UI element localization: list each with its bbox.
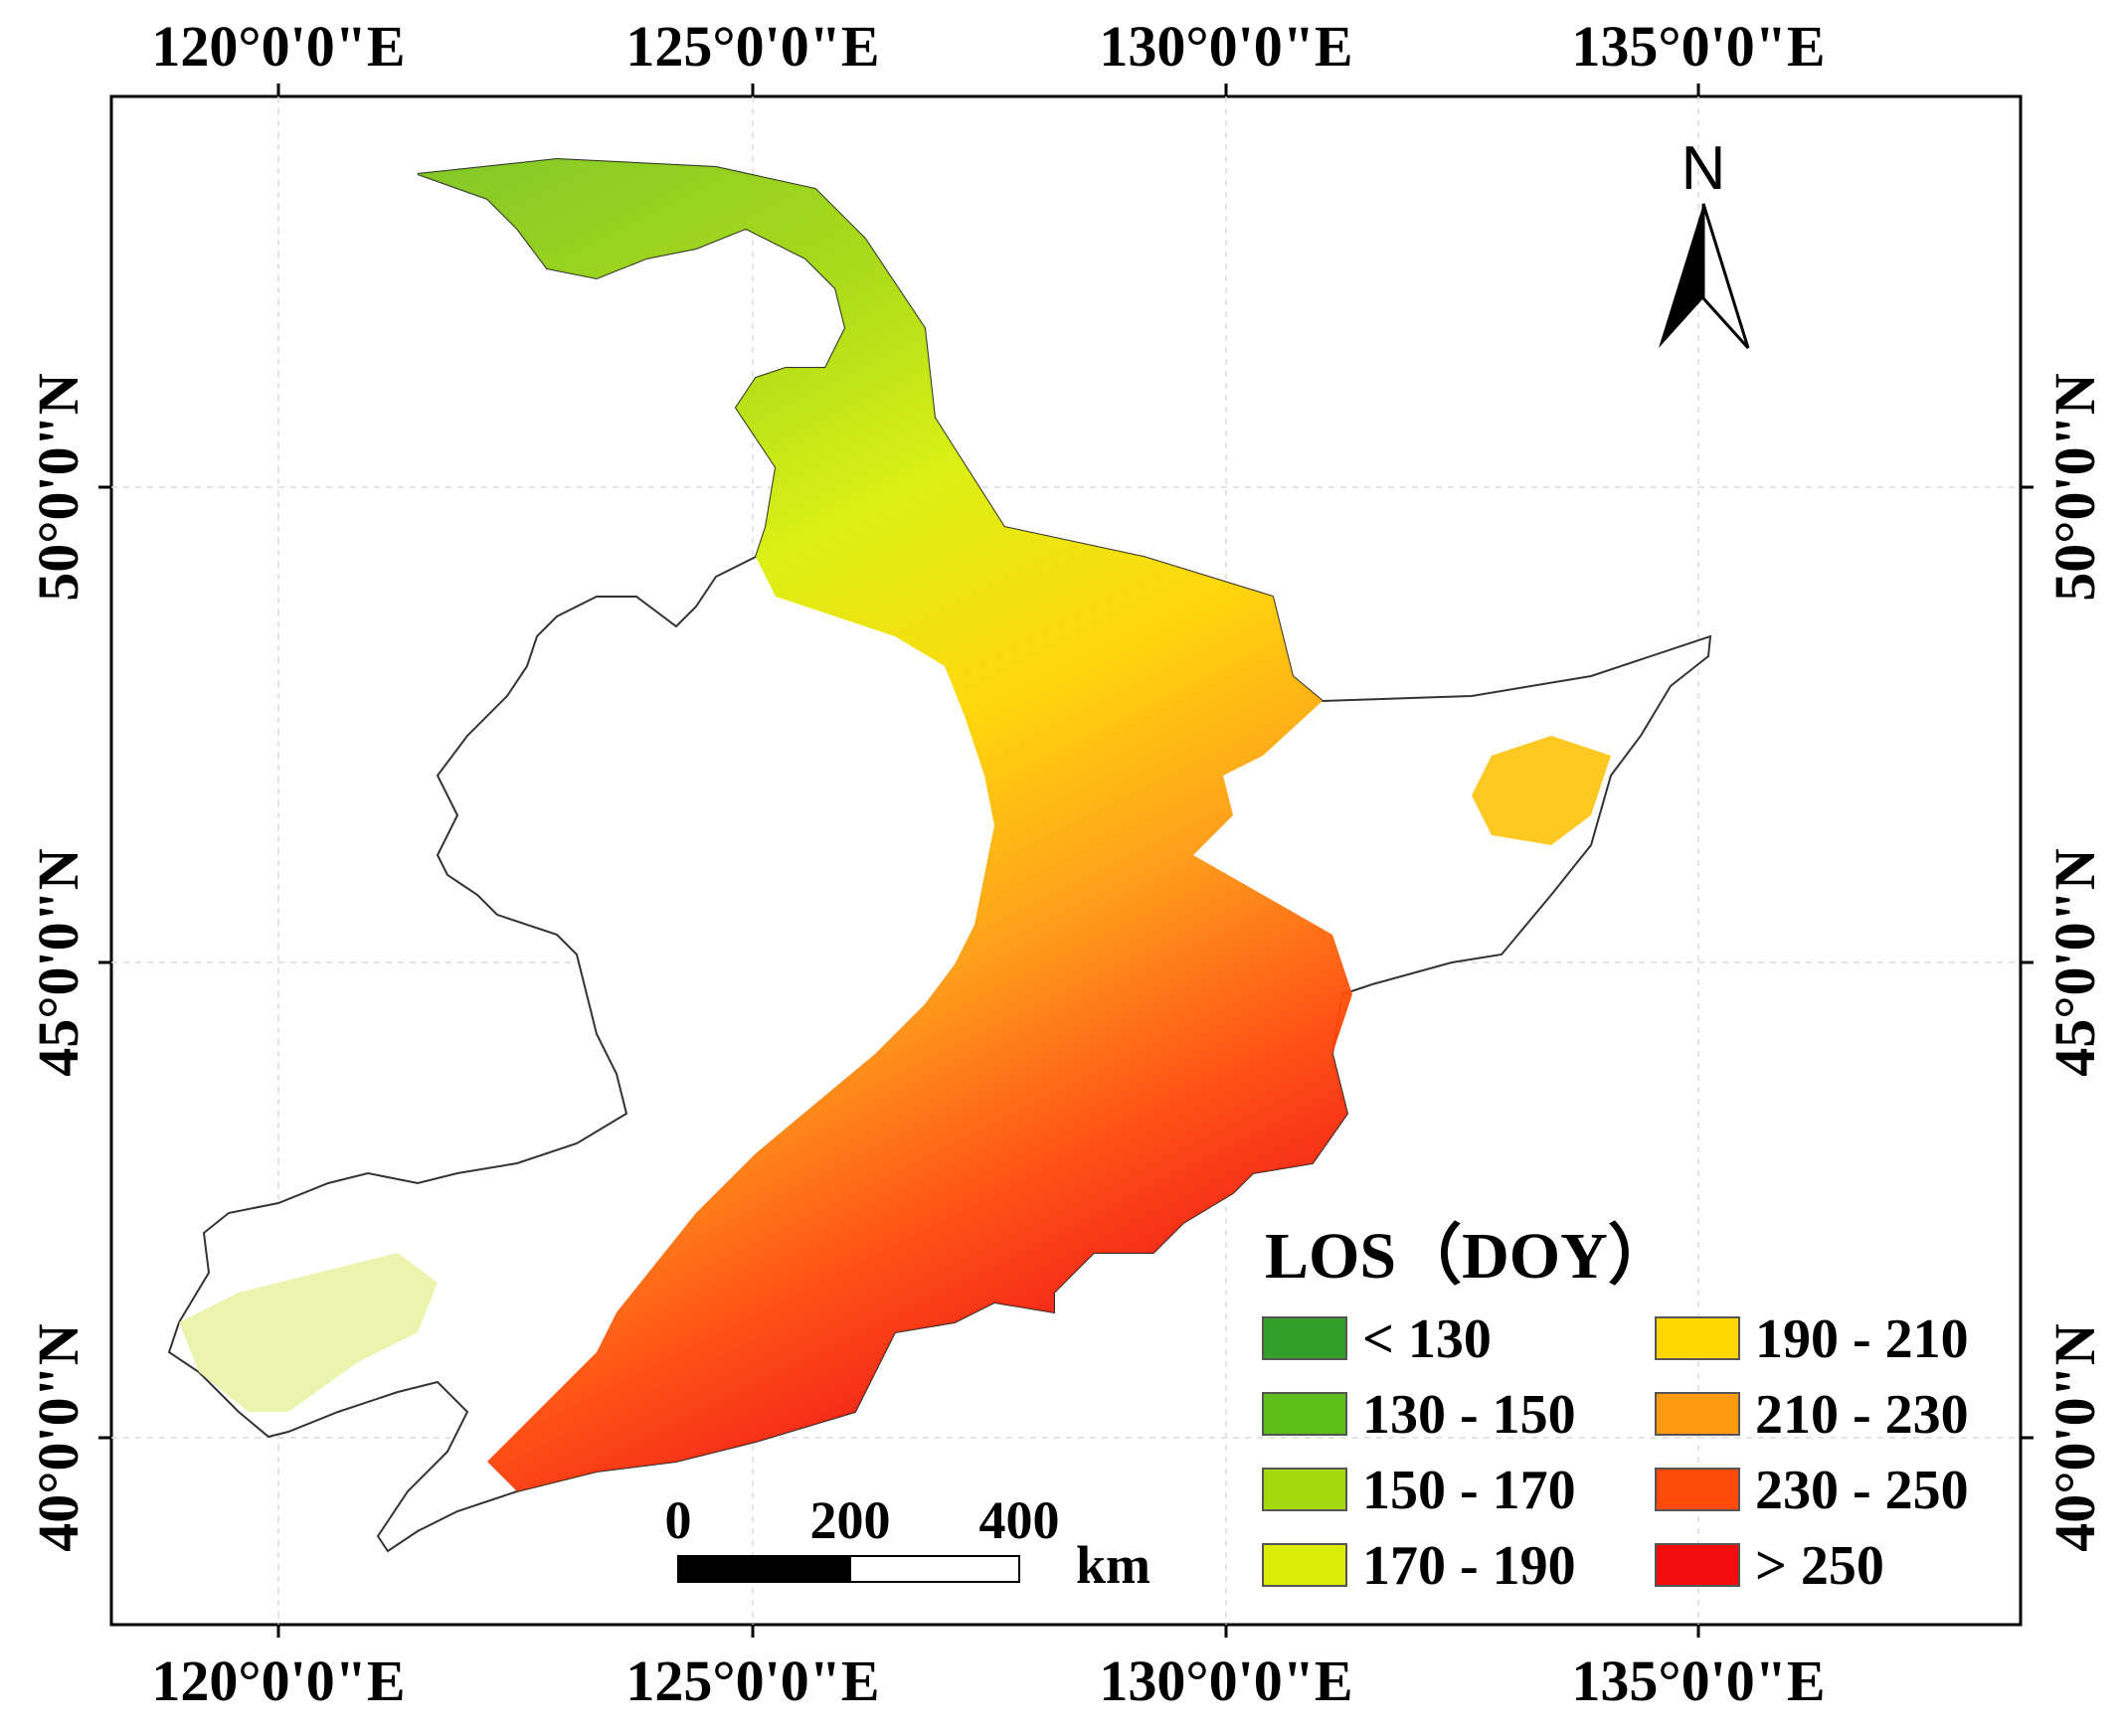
legend-swatch — [1655, 1392, 1740, 1436]
scale-segment-filled — [677, 1555, 851, 1583]
legend-label: 230 - 250 — [1755, 1460, 1969, 1521]
legend-title: LOS（DOY） — [1265, 1219, 1674, 1293]
right-tick-label: 40°0'0"N — [2042, 1323, 2107, 1552]
legend: LOS（DOY） < 130 130 - 150 150 - 170 170 - 19… — [1262, 1219, 1969, 1597]
scale-unit: km — [1076, 1535, 1150, 1595]
right-tick-label: 50°0'0"N — [2042, 373, 2107, 602]
los-raster-northeast — [1472, 736, 1611, 845]
bottom-axis — [276, 1625, 1700, 1638]
legend-label: < 130 — [1362, 1308, 1492, 1370]
top-tick-label: 125°0'0"E — [625, 14, 879, 79]
legend-label: > 250 — [1755, 1535, 1884, 1597]
scale-segment-empty — [849, 1555, 1020, 1583]
north-arrow-icon: N — [1659, 134, 1750, 350]
left-axis — [98, 485, 111, 1440]
top-tick-label: 120°0'0"E — [151, 14, 405, 79]
bottom-tick-label: 135°0'0"E — [1571, 1649, 1825, 1713]
bottom-tick-label: 120°0'0"E — [151, 1649, 405, 1713]
scale-label-200: 200 — [810, 1490, 891, 1550]
legend-label: 150 - 170 — [1362, 1460, 1576, 1521]
scale-label-400: 400 — [979, 1490, 1060, 1550]
legend-swatch — [1655, 1543, 1740, 1587]
legend-swatch — [1262, 1392, 1347, 1436]
left-tick-label: 40°0'0"N — [26, 1323, 90, 1552]
los-raster-west — [179, 1253, 438, 1412]
right-tick-label: 45°0'0"N — [2042, 848, 2107, 1077]
north-label: N — [1682, 134, 1726, 203]
bottom-tick-label: 130°0'0"E — [1099, 1649, 1352, 1713]
top-axis — [276, 84, 1700, 96]
legend-swatch — [1262, 1468, 1347, 1511]
region-outline — [167, 157, 1712, 1553]
scale-bar: 0 200 400 km — [665, 1490, 1151, 1595]
left-tick-label: 45°0'0"N — [26, 848, 90, 1077]
legend-label: 170 - 190 — [1362, 1535, 1576, 1597]
right-axis — [2021, 485, 2034, 1440]
scale-label-0: 0 — [665, 1490, 692, 1550]
top-tick-label: 130°0'0"E — [1099, 14, 1352, 79]
top-tick-label: 135°0'0"E — [1571, 14, 1825, 79]
bottom-tick-label: 125°0'0"E — [625, 1649, 879, 1713]
legend-label: 210 - 230 — [1755, 1384, 1969, 1446]
los-raster — [418, 159, 1352, 1491]
left-tick-label: 50°0'0"N — [26, 373, 90, 602]
legend-swatch — [1655, 1316, 1740, 1360]
legend-swatch — [1655, 1468, 1740, 1511]
legend-swatch — [1262, 1316, 1347, 1360]
legend-label: 130 - 150 — [1362, 1384, 1576, 1446]
legend-label: 190 - 210 — [1755, 1308, 1969, 1370]
legend-swatch — [1262, 1543, 1347, 1587]
